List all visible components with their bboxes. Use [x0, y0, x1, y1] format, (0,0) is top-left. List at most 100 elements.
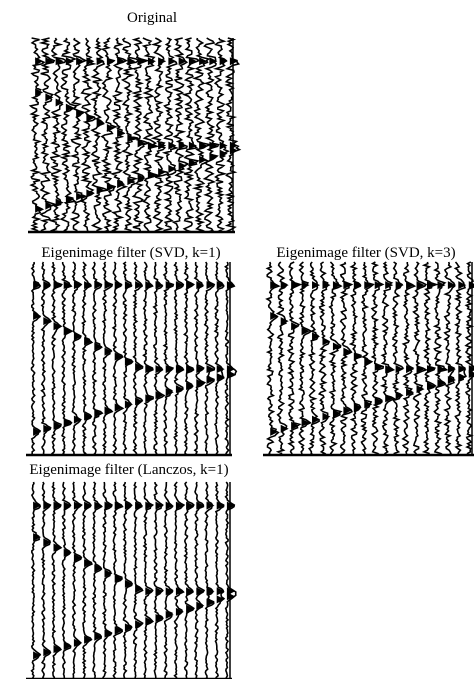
seismic-panel: [26, 261, 238, 457]
event-lobe: [395, 391, 404, 400]
trace: [81, 481, 93, 679]
event-lobe: [104, 406, 113, 415]
event-lobe: [196, 601, 205, 610]
event-lobe: [385, 365, 394, 374]
event-lobe: [364, 357, 373, 366]
event-lobe: [291, 281, 300, 290]
event-lobe: [33, 281, 42, 290]
event-lobe: [209, 57, 218, 66]
event-lobe: [165, 281, 174, 290]
event-lobe: [458, 281, 467, 290]
trace: [391, 261, 405, 456]
event-lobe: [186, 604, 195, 613]
event-lobe: [53, 322, 62, 331]
trace: [51, 481, 63, 679]
event-lobe: [322, 281, 331, 290]
trace: [112, 481, 124, 679]
event-lobe: [35, 204, 44, 213]
trace: [171, 37, 190, 233]
event-lobe: [178, 57, 187, 66]
trace: [421, 261, 439, 456]
event-lobe: [96, 118, 105, 127]
trace: [370, 261, 385, 456]
event-lobe: [206, 501, 215, 510]
event-lobe: [426, 382, 435, 391]
event-lobe: [114, 574, 123, 583]
event-lobe: [301, 418, 310, 427]
event-lobe: [84, 337, 93, 346]
event-lobe: [45, 57, 54, 66]
trace: [111, 261, 125, 456]
event-lobe: [135, 362, 144, 371]
panel-title: Eigenimage filter (SVD, k=1): [41, 245, 220, 261]
trace: [183, 481, 195, 679]
event-lobe: [199, 141, 208, 150]
event-lobe: [219, 57, 228, 66]
event-lobe: [124, 579, 133, 588]
event-lobe: [343, 347, 352, 356]
event-lobe: [178, 141, 187, 150]
event-lobe: [84, 281, 93, 290]
event-lobe: [43, 317, 52, 326]
event-lobe: [43, 281, 52, 290]
event-lobe: [165, 587, 174, 596]
trace: [71, 261, 83, 456]
event-lobe: [147, 141, 156, 150]
event-lobe: [219, 149, 228, 158]
event-lobe: [165, 388, 174, 397]
event-lobe: [168, 141, 177, 150]
trace: [307, 261, 320, 456]
event-lobe: [178, 161, 187, 170]
event-lobe: [188, 158, 197, 167]
event-lobe: [63, 281, 72, 290]
trace: [152, 261, 166, 456]
event-lobe: [158, 57, 167, 66]
event-lobe: [63, 501, 72, 510]
event-lobe: [301, 327, 310, 336]
event-lobe: [127, 134, 136, 143]
trace: [48, 37, 67, 233]
event-lobe: [165, 501, 174, 510]
event-lobe: [73, 332, 82, 341]
event-lobe: [188, 57, 197, 66]
event-lobe: [33, 427, 42, 436]
event-lobe: [219, 141, 228, 150]
event-lobe: [145, 617, 154, 626]
event-lobe: [76, 108, 85, 117]
event-lobe: [175, 385, 184, 394]
event-lobe: [155, 391, 164, 400]
event-lobe: [127, 57, 136, 66]
event-lobe: [206, 598, 215, 607]
event-lobe: [385, 281, 394, 290]
trace: [224, 481, 237, 679]
event-lobe: [165, 365, 174, 374]
event-lobe: [447, 281, 456, 290]
trace: [275, 261, 288, 456]
event-lobe: [416, 365, 425, 374]
event-lobe: [106, 124, 115, 133]
trace: [100, 37, 119, 233]
trace: [297, 261, 313, 456]
event-lobe: [216, 372, 225, 381]
trace: [91, 261, 104, 456]
trace: [161, 37, 179, 232]
event-lobe: [291, 421, 300, 430]
event-lobe: [229, 146, 238, 155]
event-lobe: [135, 501, 144, 510]
event-lobe: [65, 195, 74, 204]
event-lobe: [86, 57, 95, 66]
event-lobe: [206, 376, 215, 385]
event-lobe: [175, 365, 184, 374]
event-lobe: [155, 587, 164, 596]
event-lobe: [94, 342, 103, 351]
event-lobe: [158, 141, 167, 150]
event-lobe: [186, 382, 195, 391]
trace: [80, 37, 97, 233]
event-lobe: [458, 365, 467, 374]
event-lobe: [53, 501, 62, 510]
event-lobe: [94, 501, 103, 510]
event-lobe: [291, 322, 300, 331]
event-lobe: [406, 388, 415, 397]
event-lobe: [155, 501, 164, 510]
